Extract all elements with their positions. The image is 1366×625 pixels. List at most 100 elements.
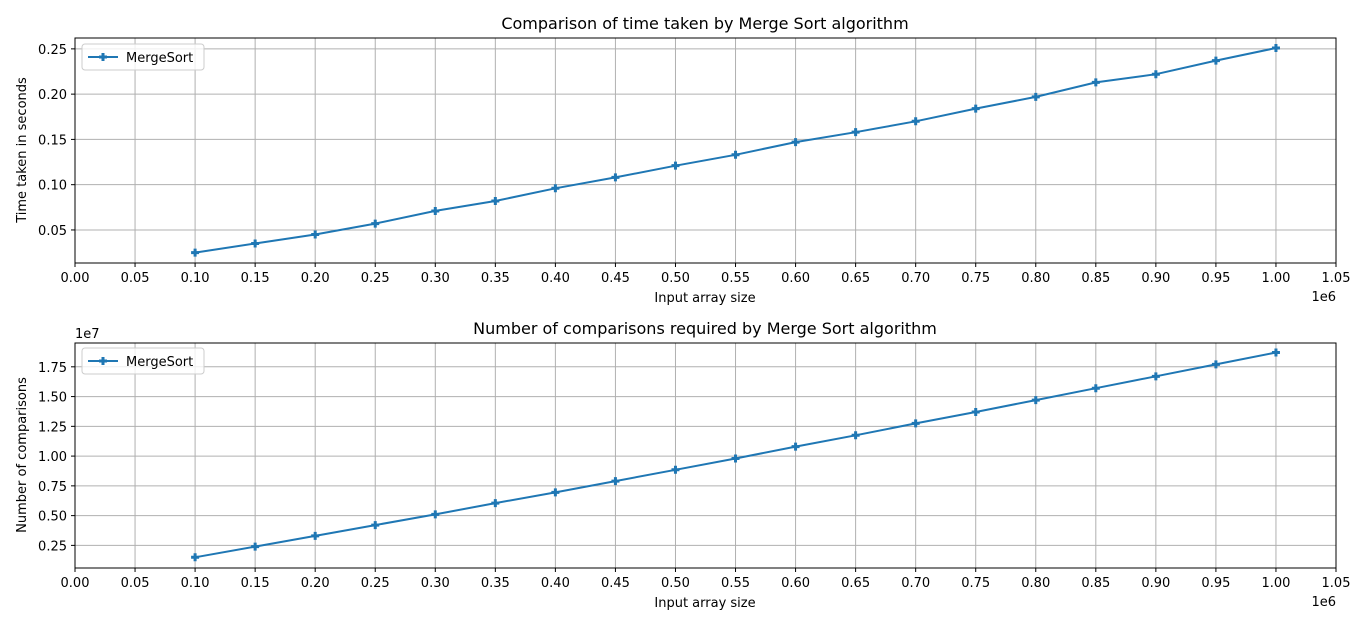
data-point bbox=[251, 239, 260, 248]
data-point bbox=[551, 488, 560, 497]
x-tick-label: 0.15 bbox=[241, 271, 270, 286]
data-point bbox=[851, 431, 860, 440]
x-tick-label: 0.65 bbox=[841, 271, 870, 286]
x-tick-label: 0.35 bbox=[481, 576, 510, 591]
data-point bbox=[851, 128, 860, 137]
data-point bbox=[611, 173, 620, 182]
x-tick-label: 0.25 bbox=[361, 576, 390, 591]
x-tick-label: 0.85 bbox=[1081, 271, 1110, 286]
y-tick-label: 0.25 bbox=[38, 539, 67, 554]
chart-time-x-offset: 1e6 bbox=[1311, 290, 1336, 305]
data-point bbox=[1271, 348, 1280, 357]
x-tick-label: 1.00 bbox=[1261, 271, 1290, 286]
data-point bbox=[191, 553, 200, 562]
chart-comparisons-xlabel: Input array size bbox=[654, 596, 755, 611]
x-tick-label: 0.10 bbox=[181, 576, 210, 591]
x-tick-label: 0.60 bbox=[781, 271, 810, 286]
data-point bbox=[971, 104, 980, 113]
data-point bbox=[191, 248, 200, 257]
data-point bbox=[311, 230, 320, 239]
data-point bbox=[731, 454, 740, 463]
x-tick-label: 0.15 bbox=[241, 576, 270, 591]
data-point bbox=[611, 477, 620, 486]
data-point bbox=[1031, 396, 1040, 405]
y-tick-label: 0.25 bbox=[38, 43, 67, 58]
x-tick-label: 0.25 bbox=[361, 271, 390, 286]
x-tick-label: 1.05 bbox=[1322, 271, 1351, 286]
y-tick-label: 0.75 bbox=[38, 480, 67, 495]
data-point bbox=[491, 196, 500, 205]
x-tick-label: 0.60 bbox=[781, 576, 810, 591]
x-tick-label: 0.05 bbox=[121, 576, 150, 591]
y-tick-label: 1.50 bbox=[38, 391, 67, 406]
data-point bbox=[971, 408, 980, 417]
data-point bbox=[1211, 56, 1220, 65]
y-tick-label: 0.20 bbox=[38, 88, 67, 103]
data-point bbox=[1151, 372, 1160, 381]
x-tick-label: 0.80 bbox=[1021, 271, 1050, 286]
chart-comparisons-legend: MergeSort bbox=[81, 347, 205, 375]
chart-comparisons-ticks: 0.00 0.05 0.10 0.15 0.20 0.25 0.30 0.35 0.40 0.45… bbox=[38, 361, 1350, 591]
chart-time: Comparison of time taken by Merge Sort a… bbox=[15, 14, 1350, 306]
data-point bbox=[431, 206, 440, 215]
data-point bbox=[1211, 360, 1220, 369]
y-tick-label: 0.15 bbox=[38, 133, 67, 148]
data-point bbox=[371, 219, 380, 228]
data-point bbox=[1151, 70, 1160, 79]
x-tick-label: 0.20 bbox=[301, 576, 330, 591]
chart-comparisons-ylabel: Number of comparisons bbox=[15, 377, 30, 533]
chart-comparisons-plot-area bbox=[74, 342, 1337, 569]
chart-time-legend-marker bbox=[99, 53, 107, 61]
chart-time-legend-box bbox=[81, 43, 205, 71]
chart-time-series bbox=[191, 43, 1280, 257]
x-tick-label: 0.45 bbox=[601, 576, 630, 591]
x-tick-label: 0.10 bbox=[181, 271, 210, 286]
y-tick-label: 1.75 bbox=[38, 361, 67, 376]
y-tick-label: 0.50 bbox=[38, 510, 67, 525]
x-tick-label: 0.35 bbox=[481, 271, 510, 286]
data-point bbox=[491, 499, 500, 508]
x-tick-label: 0.05 bbox=[121, 271, 150, 286]
x-tick-label: 0.00 bbox=[61, 271, 90, 286]
chart-time-title: Comparison of time taken by Merge Sort a… bbox=[501, 14, 908, 33]
data-point bbox=[671, 465, 680, 474]
data-point bbox=[791, 138, 800, 147]
data-point bbox=[1091, 384, 1100, 393]
chart-comparisons-y-offset: 1e7 bbox=[75, 327, 100, 342]
chart-time-legend-label: MergeSort bbox=[126, 51, 193, 66]
x-tick-label: 0.70 bbox=[901, 271, 930, 286]
chart-comparisons-legend-marker bbox=[99, 357, 107, 365]
x-tick-label: 0.70 bbox=[901, 576, 930, 591]
data-point bbox=[371, 521, 380, 530]
x-tick-label: 0.95 bbox=[1201, 576, 1230, 591]
x-tick-label: 0.65 bbox=[841, 576, 870, 591]
chart-comparisons-x-offset: 1e6 bbox=[1311, 595, 1336, 610]
chart-time-plot-area bbox=[74, 37, 1337, 264]
data-point bbox=[551, 184, 560, 193]
x-tick-label: 0.50 bbox=[661, 576, 690, 591]
x-tick-label: 0.50 bbox=[661, 271, 690, 286]
x-tick-label: 0.80 bbox=[1021, 576, 1050, 591]
data-point bbox=[1031, 92, 1040, 101]
x-tick-label: 0.75 bbox=[961, 271, 990, 286]
data-point bbox=[791, 442, 800, 451]
chart-comparisons-title: Number of comparisons required by Merge … bbox=[473, 319, 937, 338]
data-point bbox=[911, 419, 920, 428]
x-tick-label: 0.90 bbox=[1141, 576, 1170, 591]
x-tick-label: 0.85 bbox=[1081, 576, 1110, 591]
chart-comparisons-legend-label: MergeSort bbox=[126, 355, 193, 370]
x-tick-label: 0.55 bbox=[721, 271, 750, 286]
x-tick-label: 0.30 bbox=[421, 271, 450, 286]
data-point bbox=[731, 150, 740, 159]
data-point bbox=[1091, 78, 1100, 87]
x-tick-label: 1.05 bbox=[1322, 576, 1351, 591]
data-point bbox=[1271, 43, 1280, 52]
chart-comparisons: Number of comparisons required by Merge … bbox=[15, 319, 1350, 611]
data-point bbox=[251, 542, 260, 551]
x-tick-label: 0.90 bbox=[1141, 271, 1170, 286]
chart-comparisons-grid bbox=[74, 343, 1337, 568]
data-point bbox=[671, 161, 680, 170]
x-tick-label: 0.40 bbox=[541, 576, 570, 591]
x-tick-label: 0.55 bbox=[721, 576, 750, 591]
